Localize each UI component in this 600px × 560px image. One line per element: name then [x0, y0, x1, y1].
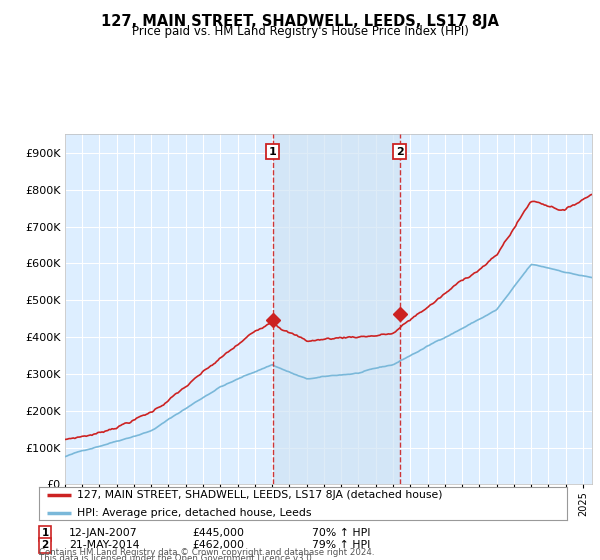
Text: 2: 2 [41, 540, 49, 550]
Text: £445,000: £445,000 [192, 528, 244, 538]
Text: 70% ↑ HPI: 70% ↑ HPI [312, 528, 371, 538]
Text: HPI: Average price, detached house, Leeds: HPI: Average price, detached house, Leed… [77, 507, 311, 517]
Text: 1: 1 [41, 528, 49, 538]
Text: Contains HM Land Registry data © Crown copyright and database right 2024.: Contains HM Land Registry data © Crown c… [39, 548, 374, 557]
Text: This data is licensed under the Open Government Licence v3.0.: This data is licensed under the Open Gov… [39, 554, 314, 560]
Text: 21-MAY-2014: 21-MAY-2014 [69, 540, 139, 550]
Text: 79% ↑ HPI: 79% ↑ HPI [312, 540, 370, 550]
Text: 2: 2 [395, 147, 403, 157]
Text: 1: 1 [269, 147, 277, 157]
Text: 12-JAN-2007: 12-JAN-2007 [69, 528, 137, 538]
Text: Price paid vs. HM Land Registry's House Price Index (HPI): Price paid vs. HM Land Registry's House … [131, 25, 469, 38]
Bar [273, 134, 400, 484]
Text: 127, MAIN STREET, SHADWELL, LEEDS, LS17 8JA (detached house): 127, MAIN STREET, SHADWELL, LEEDS, LS17 … [77, 491, 443, 500]
Text: 127, MAIN STREET, SHADWELL, LEEDS, LS17 8JA: 127, MAIN STREET, SHADWELL, LEEDS, LS17 … [101, 14, 499, 29]
Text: £462,000: £462,000 [192, 540, 244, 550]
